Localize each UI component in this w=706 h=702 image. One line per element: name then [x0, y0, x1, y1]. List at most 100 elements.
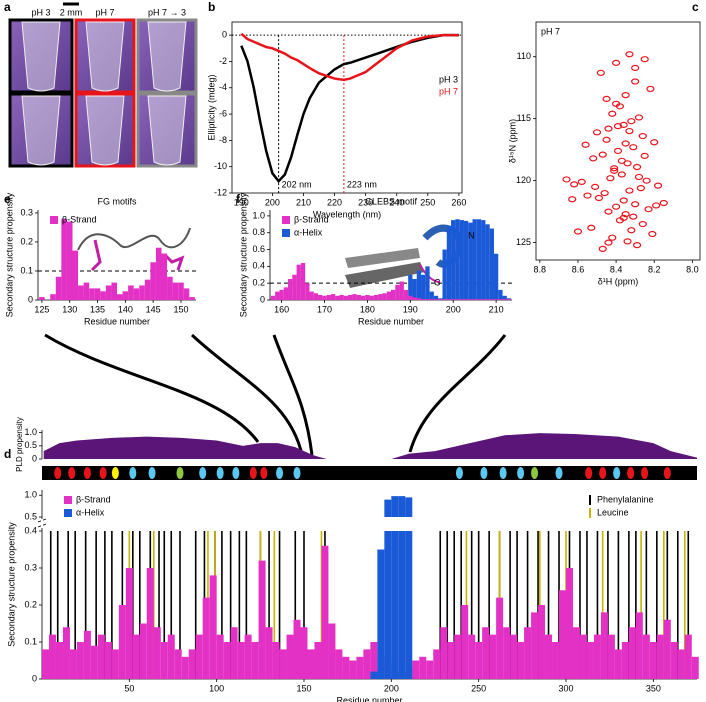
x-axis-label: Residue number [358, 316, 424, 326]
bar [496, 597, 504, 679]
annotation: C [434, 277, 441, 287]
bar [559, 590, 566, 679]
peak [621, 140, 630, 147]
bar [363, 649, 371, 679]
peak [611, 59, 621, 67]
x-tick-label: 200 [265, 197, 280, 207]
y-axis-label: Ellipticity (mdeg) [206, 74, 216, 140]
bar [300, 262, 306, 300]
photo-label: pH 3 [31, 7, 50, 17]
bar [468, 634, 476, 679]
bar [498, 289, 503, 300]
x-tick-label: 125 [34, 304, 49, 314]
peak [589, 155, 598, 162]
bar [489, 634, 497, 679]
bar [244, 634, 252, 679]
bar [230, 627, 238, 679]
bar [322, 295, 327, 300]
y-axis-label: Secondary structure propensity [6, 522, 16, 647]
peak [627, 118, 636, 125]
bar [265, 627, 273, 679]
bar [111, 649, 119, 679]
y-axis-label: Secondary structure propensity [238, 192, 248, 317]
bar [412, 660, 420, 679]
bar [55, 276, 62, 300]
y-tick-label: 0.2 [24, 599, 37, 609]
inset-e [77, 227, 191, 272]
connector-lines [44, 333, 507, 456]
peak [638, 132, 647, 140]
bar [433, 299, 439, 300]
bar [342, 656, 350, 679]
bar [476, 299, 482, 300]
y-tick-label: 0 [32, 673, 37, 683]
peak [591, 183, 600, 190]
bar [426, 660, 434, 679]
bar [122, 291, 129, 300]
bar [403, 289, 409, 300]
legend-label: Leucine [597, 507, 629, 517]
peak [619, 214, 628, 221]
peak [608, 110, 617, 117]
y-tick-label: -4 [219, 82, 227, 92]
bar [132, 634, 140, 679]
bar [476, 219, 482, 300]
y-tick-label: 0.5 [24, 440, 37, 450]
scale-label: 2 mm [60, 7, 83, 17]
bar [468, 222, 473, 300]
motif [54, 467, 62, 479]
bar [286, 634, 294, 679]
peak [638, 220, 647, 228]
bar [370, 642, 378, 679]
x-tick-label: 170 [317, 304, 332, 314]
bar [128, 285, 134, 300]
bar [183, 288, 190, 300]
peak [587, 224, 596, 231]
x-tick-label: 8.4 [610, 264, 623, 274]
legend-label: β-Strand [294, 214, 329, 224]
x-tick-label: 190 [403, 304, 418, 314]
peak [646, 85, 655, 93]
bar [150, 262, 156, 300]
y-axis-label: δ¹⁵N (ppm) [507, 119, 517, 163]
bar [463, 299, 469, 300]
x-axis-label: δ¹H (ppm) [598, 276, 639, 286]
bar [384, 499, 392, 679]
bar [677, 649, 685, 679]
peak [613, 147, 623, 155]
bar [493, 299, 499, 300]
bar [649, 642, 657, 679]
bar [104, 642, 112, 679]
bar [498, 299, 503, 300]
chart-title: GLEBS motif [365, 196, 418, 206]
bar [326, 294, 331, 300]
peak [619, 197, 628, 204]
bar [506, 299, 512, 300]
y-tick-label: 0.4 [24, 525, 37, 535]
x-tick-label: 130 [62, 304, 77, 314]
y-tick-label: 0.1 [20, 265, 33, 275]
peak [573, 228, 583, 235]
peak [600, 189, 609, 197]
bar [292, 274, 297, 300]
peak [604, 239, 613, 246]
bar [451, 220, 456, 300]
bar [313, 293, 319, 300]
y-tick-label: 0 [260, 294, 265, 304]
bar [258, 560, 266, 679]
bar [100, 291, 106, 300]
annotation: N [468, 230, 475, 240]
bar [146, 568, 154, 679]
bar [419, 656, 427, 679]
motif [216, 467, 224, 479]
bar [55, 642, 63, 679]
peak [625, 51, 634, 58]
motif [480, 467, 488, 479]
bar [188, 649, 196, 679]
legend-swatch [64, 496, 72, 504]
bar [455, 299, 460, 300]
motif [111, 467, 119, 479]
x-tick-label: 50 [124, 683, 134, 693]
peak [596, 69, 605, 76]
peak [652, 202, 661, 209]
